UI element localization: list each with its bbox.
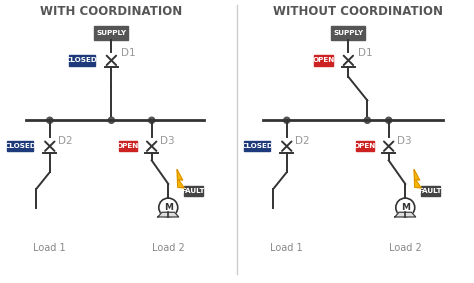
Text: FAULT: FAULT bbox=[419, 188, 442, 194]
Circle shape bbox=[364, 117, 371, 123]
Text: D3: D3 bbox=[397, 136, 411, 145]
Text: OPEN: OPEN bbox=[117, 143, 139, 149]
Text: Load 2: Load 2 bbox=[389, 243, 422, 253]
FancyBboxPatch shape bbox=[8, 141, 33, 151]
Text: D1: D1 bbox=[358, 48, 373, 58]
Circle shape bbox=[149, 117, 155, 123]
FancyBboxPatch shape bbox=[245, 141, 270, 151]
Text: M: M bbox=[164, 203, 173, 212]
Polygon shape bbox=[177, 170, 184, 188]
Text: SUPPLY: SUPPLY bbox=[333, 30, 364, 36]
FancyBboxPatch shape bbox=[314, 55, 333, 66]
Text: Load 1: Load 1 bbox=[34, 243, 66, 253]
Polygon shape bbox=[158, 212, 179, 217]
Circle shape bbox=[46, 117, 53, 123]
Text: CLOSED: CLOSED bbox=[66, 57, 98, 63]
Text: D1: D1 bbox=[121, 48, 136, 58]
FancyBboxPatch shape bbox=[94, 26, 128, 40]
Text: D3: D3 bbox=[160, 136, 174, 145]
Circle shape bbox=[283, 117, 290, 123]
Text: OPEN: OPEN bbox=[354, 143, 376, 149]
Text: Load 2: Load 2 bbox=[152, 243, 185, 253]
FancyBboxPatch shape bbox=[118, 141, 137, 151]
Text: Load 1: Load 1 bbox=[271, 243, 303, 253]
Polygon shape bbox=[414, 170, 421, 188]
Text: OPEN: OPEN bbox=[313, 57, 335, 63]
Text: FAULT: FAULT bbox=[182, 188, 205, 194]
Polygon shape bbox=[395, 212, 416, 217]
FancyBboxPatch shape bbox=[331, 26, 365, 40]
Text: WITH COORDINATION: WITH COORDINATION bbox=[40, 5, 182, 18]
FancyBboxPatch shape bbox=[421, 186, 440, 196]
FancyBboxPatch shape bbox=[69, 55, 95, 66]
Text: CLOSED: CLOSED bbox=[4, 143, 36, 149]
Circle shape bbox=[108, 117, 115, 123]
Text: SUPPLY: SUPPLY bbox=[96, 30, 127, 36]
Text: D2: D2 bbox=[295, 136, 310, 145]
Text: WITHOUT COORDINATION: WITHOUT COORDINATION bbox=[273, 5, 443, 18]
FancyBboxPatch shape bbox=[184, 186, 203, 196]
Text: M: M bbox=[401, 203, 410, 212]
FancyBboxPatch shape bbox=[356, 141, 374, 151]
Circle shape bbox=[385, 117, 392, 123]
Text: CLOSED: CLOSED bbox=[241, 143, 273, 149]
Text: D2: D2 bbox=[58, 136, 73, 145]
